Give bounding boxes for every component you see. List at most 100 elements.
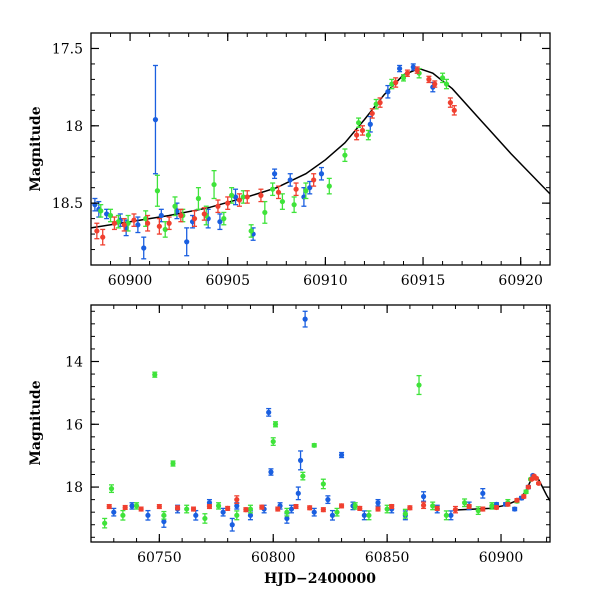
top-series-2-point: [131, 213, 137, 227]
bottom-series-0-point: [129, 502, 135, 510]
bottom-series-2-point: [156, 503, 162, 510]
bottom-series-2-point: [206, 503, 213, 510]
top-series-2-point: [94, 222, 100, 240]
top-y-tick-label: 18: [65, 119, 83, 135]
bottom-series-2-point: [493, 504, 500, 511]
bottom-y-tick-label: 18: [65, 480, 83, 496]
top-y-tick-label: 18.5: [52, 196, 83, 212]
bottom-series-2-point: [234, 495, 240, 505]
top-series-0-point: [232, 188, 239, 206]
bottom-series-0-point: [512, 506, 518, 512]
top-series-1-point: [98, 204, 104, 218]
top-series-1-point: [303, 182, 309, 200]
bottom-series-2-point: [375, 506, 381, 512]
top-series-1-point: [365, 129, 371, 141]
bottom-series-2-point: [452, 505, 459, 514]
bottom-series-2-point: [525, 484, 531, 490]
bottom-data-points-layer: [102, 310, 542, 532]
bottom-series-0-point: [229, 517, 235, 532]
bottom-series-1-point: [489, 502, 495, 510]
top-x-tick-label: 60900: [108, 273, 153, 289]
x-axis-label: HJD−2400000: [264, 571, 376, 587]
top-series-2-point: [166, 216, 172, 231]
bottom-series-1-point: [402, 508, 408, 519]
top-series-2-point: [236, 193, 243, 207]
top-series-2-point: [432, 80, 438, 88]
bottom-series-1-point: [184, 504, 190, 514]
top-series-2-point: [215, 199, 221, 214]
bottom-x-tick-label: 60750: [137, 550, 182, 566]
top-series-2-point: [225, 196, 231, 210]
bottom-x-tick-label: 60850: [365, 550, 410, 566]
bottom-series-0-point: [302, 310, 308, 328]
top-series-2-point: [451, 105, 457, 116]
bottom-series-2-point: [174, 505, 181, 511]
bottom-series-1-point: [102, 517, 108, 529]
top-series-2-point: [121, 217, 127, 232]
bottom-series-2-point: [243, 507, 249, 513]
top-series-1-point: [172, 196, 178, 217]
top-series-0-point: [385, 84, 391, 99]
bottom-series-0-point: [329, 509, 336, 521]
bottom-series-2-point: [480, 506, 486, 512]
bottom-series-1-point: [475, 506, 481, 516]
top-series-0-point: [135, 216, 141, 234]
bottom-axis-ticks: 60750 60800 60850 60900 14 16 18: [65, 305, 550, 566]
bottom-series-1-point: [352, 502, 358, 510]
bottom-series-0-point: [375, 498, 381, 507]
top-series-2-point: [426, 75, 432, 84]
top-series-2-point: [369, 108, 375, 119]
bottom-series-1-point: [334, 507, 340, 517]
bottom-y-tick-label: 14: [65, 355, 83, 371]
bottom-series-0-point: [111, 507, 117, 517]
bottom-series-1-point: [430, 501, 436, 511]
top-x-tick-label: 60905: [205, 273, 250, 289]
top-series-2-point: [156, 217, 162, 235]
top-series-0-point: [410, 63, 416, 71]
top-series-2-point: [377, 97, 383, 108]
bottom-series-1-point: [133, 502, 140, 510]
top-series-1-point: [291, 196, 297, 214]
top-axis-ticks: 60900 60905 60910 60915 60920 17.5 18 18.5: [52, 32, 550, 289]
top-series-2-point: [178, 208, 184, 223]
top-series-2-point: [311, 173, 317, 187]
top-series-0-point: [397, 64, 403, 73]
top-series-0-point: [367, 115, 373, 133]
bottom-series-2-point: [122, 504, 128, 511]
bottom-series-2-point: [320, 507, 326, 513]
bottom-series-1-point: [270, 437, 276, 446]
top-series-1-point: [326, 177, 332, 195]
bottom-series-0-point: [361, 510, 367, 521]
bottom-series-2-point: [275, 506, 281, 512]
top-series-1-point: [195, 187, 202, 210]
top-series-1-point: [400, 74, 407, 82]
bottom-series-2-point: [190, 506, 197, 512]
top-series-2-point: [359, 125, 366, 136]
top-x-tick-label: 60920: [498, 273, 543, 289]
top-series-2-point: [393, 77, 399, 88]
bottom-series-1-point: [461, 498, 468, 508]
top-series-0-point: [217, 213, 223, 231]
bottom-series-0-point: [420, 491, 427, 502]
bottom-series-1-point: [311, 442, 317, 448]
top-series-2-point: [404, 69, 411, 77]
bottom-series-0-point: [145, 509, 151, 521]
top-series-1-point: [439, 72, 446, 84]
bottom-x-tick-label: 60900: [479, 550, 524, 566]
bottom-series-1-point: [108, 484, 115, 494]
top-data-points-layer: [92, 63, 457, 260]
bottom-series-2-point: [536, 480, 542, 486]
bottom-series-0-point: [193, 509, 199, 521]
top-series-2-point: [244, 190, 250, 204]
bottom-series-2-point: [505, 501, 511, 507]
bottom-series-2-point: [407, 505, 413, 511]
top-series-2-point: [191, 210, 198, 227]
bottom-series-2-point: [307, 505, 313, 511]
top-series-2-point: [275, 185, 282, 200]
bottom-y-axis-label: Magnitude: [28, 380, 44, 465]
top-series-1-point: [221, 211, 227, 226]
bottom-series-2-point: [293, 503, 299, 510]
top-series-2-point: [145, 214, 151, 232]
bottom-series-0-point: [220, 507, 226, 517]
